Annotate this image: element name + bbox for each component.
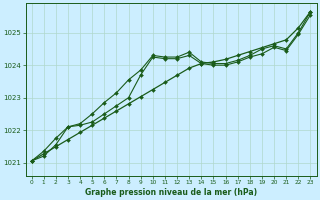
X-axis label: Graphe pression niveau de la mer (hPa): Graphe pression niveau de la mer (hPa) [85, 188, 257, 197]
